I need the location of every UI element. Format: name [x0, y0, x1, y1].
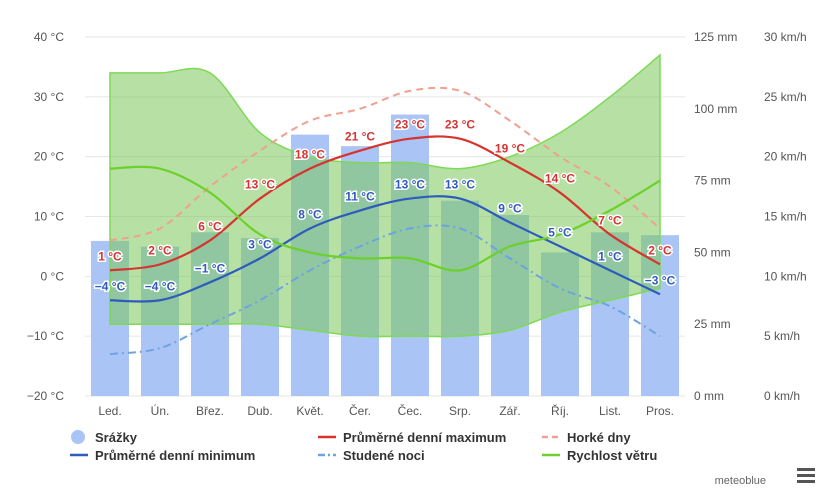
x-tick-label: Srp. — [449, 404, 471, 418]
y-tick-wind: 5 km/h — [764, 329, 800, 343]
legend-symbol-circle — [71, 430, 85, 444]
x-tick-label: Květ. — [296, 404, 323, 418]
series-line-hork-dny — [109, 86, 661, 242]
legend-label: Rychlost větru — [567, 448, 657, 463]
credit-text: meteoblue — [715, 475, 766, 487]
y-tick-wind: 0 km/h — [764, 389, 800, 403]
max-temp-label: 13 °C — [245, 178, 275, 192]
y-tick-precip: 0 mm — [694, 389, 724, 403]
y-tick-precip: 50 mm — [694, 245, 731, 259]
min-temp-label: −1 °C — [195, 261, 226, 275]
x-tick-label: Led. — [98, 404, 121, 418]
min-temp-label: 13 °C — [445, 178, 475, 192]
y-tick-precip: 125 mm — [694, 30, 737, 44]
y-tick-temp: 30 °C — [34, 90, 64, 104]
series-line-pr-m-rn-denn-minimum — [109, 195, 661, 303]
legend-item: Studené noci — [318, 448, 425, 463]
y-tick-temp: −10 °C — [27, 329, 64, 343]
min-temp-label: −4 °C — [95, 279, 126, 293]
legend-item: Rychlost větru — [542, 448, 657, 463]
min-temp-label: 5 °C — [548, 225, 572, 239]
y-tick-temp: −20 °C — [27, 389, 64, 403]
max-temp-label: 2 °C — [148, 243, 172, 257]
y-tick-temp: 40 °C — [34, 30, 64, 44]
x-tick-label: Břez. — [196, 404, 224, 418]
data-labels: 1 °C 2 °C 6 °C 13 °C 18 °C 21 °C 23 °C 23 °C 19 … — [93, 116, 677, 295]
series-line-pr-m-rn-denn-maximum — [109, 135, 661, 272]
hamburger-menu-icon[interactable] — [797, 468, 815, 483]
y-tick-precip: 25 mm — [694, 317, 731, 331]
y-tick-wind: 10 km/h — [764, 269, 807, 283]
series-lines — [109, 86, 661, 356]
min-temp-label: 8 °C — [298, 207, 322, 221]
x-tick-label: List. — [599, 404, 621, 418]
legend-item: Srážky — [71, 430, 138, 445]
max-temp-label: 23 °C — [445, 118, 475, 132]
legend-item: Průměrné denní minimum — [70, 448, 255, 463]
legend-item: Průměrné denní maximum — [318, 430, 506, 445]
y-tick-wind: 25 km/h — [764, 90, 807, 104]
max-temp-label: 1 °C — [98, 249, 122, 263]
series-line-rychlost-v-tru — [109, 165, 661, 272]
min-temp-label: 13 °C — [395, 178, 425, 192]
y-tick-precip: 75 mm — [694, 174, 731, 188]
y-tick-temp: 0 °C — [41, 269, 65, 283]
max-temp-label: 18 °C — [295, 148, 325, 162]
max-temp-label: 6 °C — [198, 219, 222, 233]
legend: Srážky Průměrné denní maximum Horké dny Prů… — [70, 430, 657, 463]
x-tick-label: Dub. — [247, 404, 272, 418]
axis-ticks: 40 °C 30 °C 20 °C 10 °C 0 °C −10 °C −20 °C 125 … — [27, 30, 807, 418]
min-temp-label: 9 °C — [498, 201, 522, 215]
y-tick-precip: 100 mm — [694, 102, 737, 116]
max-temp-label: 2 °C — [648, 243, 672, 257]
min-temp-label: 11 °C — [345, 190, 375, 204]
min-temp-label: −3 °C — [645, 273, 676, 287]
min-temp-label: −4 °C — [145, 279, 176, 293]
x-tick-label: Čer. — [349, 403, 371, 418]
x-tick-label: Říj. — [551, 403, 569, 418]
legend-item: Horké dny — [542, 430, 631, 445]
max-temp-label: 23 °C — [395, 118, 425, 132]
min-temp-label: 1 °C — [598, 249, 622, 263]
max-temp-label: 7 °C — [598, 213, 622, 227]
max-temp-label: 19 °C — [495, 142, 525, 156]
legend-label: Studené noci — [343, 448, 425, 463]
legend-label: Srážky — [95, 430, 138, 445]
x-tick-label: Zář. — [499, 404, 520, 418]
max-temp-label: 21 °C — [345, 130, 375, 144]
legend-label: Horké dny — [567, 430, 631, 445]
x-tick-label: Pros. — [646, 404, 674, 418]
y-tick-wind: 20 km/h — [764, 150, 807, 164]
y-tick-wind: 15 km/h — [764, 210, 807, 224]
legend-label: Průměrné denní minimum — [95, 448, 255, 463]
x-tick-label: Ún. — [151, 403, 170, 418]
y-tick-temp: 10 °C — [34, 210, 64, 224]
min-temp-label: 3 °C — [248, 237, 272, 251]
legend-label: Průměrné denní maximum — [343, 430, 506, 445]
max-temp-label: 14 °C — [545, 172, 575, 186]
x-tick-label: Čec. — [398, 403, 423, 418]
y-tick-temp: 20 °C — [34, 150, 64, 164]
y-tick-wind: 30 km/h — [764, 30, 807, 44]
